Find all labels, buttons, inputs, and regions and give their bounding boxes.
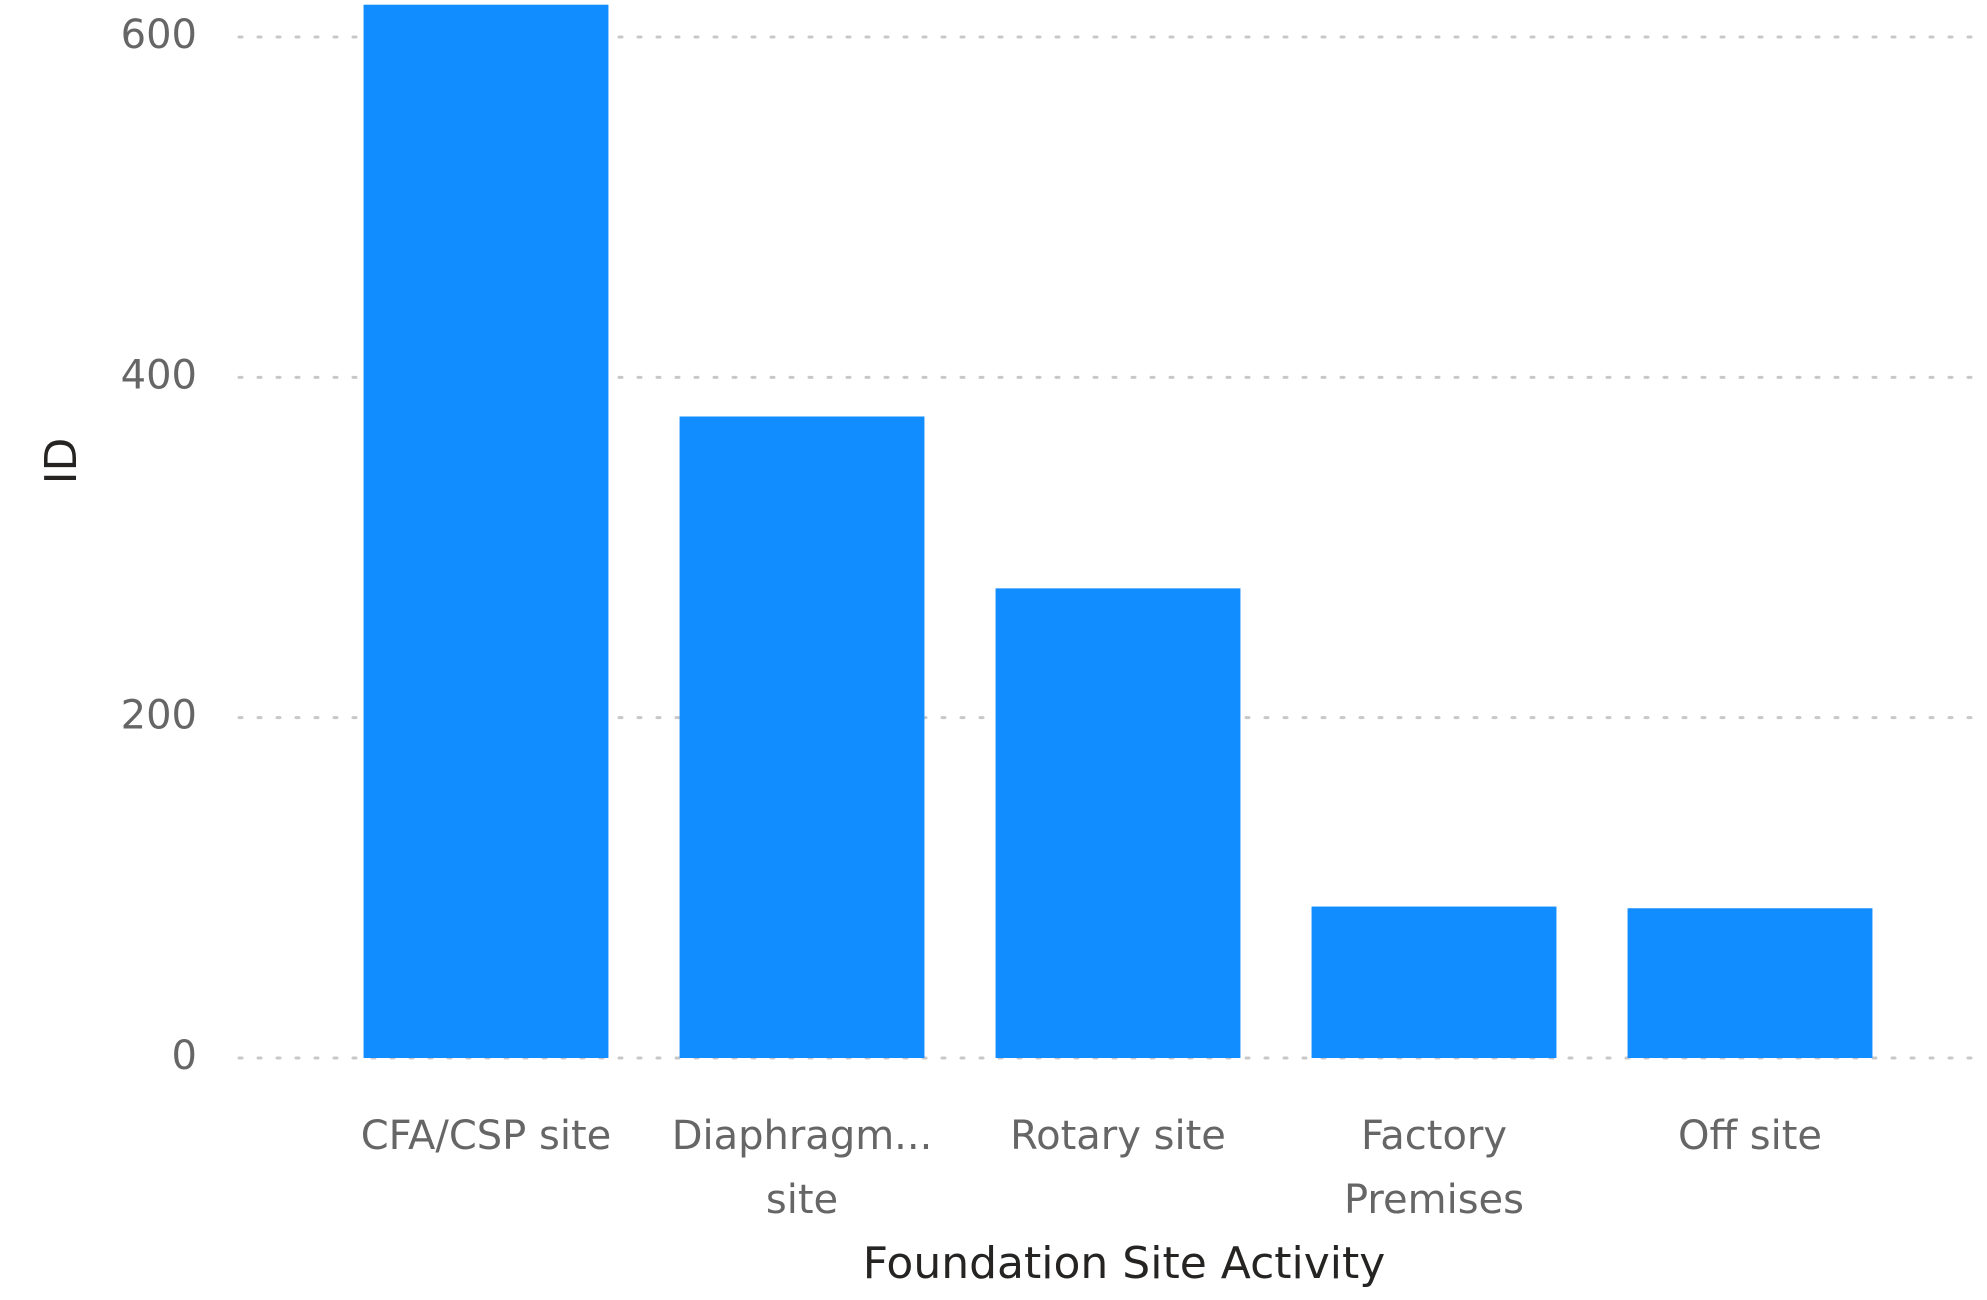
y-tick-label: 400 xyxy=(121,352,197,398)
bar xyxy=(1311,906,1557,1058)
bar xyxy=(363,4,609,1058)
bar xyxy=(1627,908,1873,1058)
y-tick-label: 0 xyxy=(172,1033,197,1079)
bar xyxy=(995,588,1241,1058)
x-tick-label: Factory Premises xyxy=(1344,1113,1524,1223)
x-tick-label: Rotary site xyxy=(1010,1113,1226,1159)
x-tick-label: Off site xyxy=(1678,1113,1822,1159)
y-tick-label: 600 xyxy=(121,12,197,58)
x-tick-label: Diaphragm... site xyxy=(672,1113,933,1223)
x-tick-label: CFA/CSP site xyxy=(361,1113,612,1159)
y-tick-label: 200 xyxy=(121,693,197,739)
x-axis-title: Foundation Site Activity xyxy=(863,1238,1386,1289)
bar xyxy=(679,416,925,1058)
y-axis-title: ID xyxy=(36,438,87,485)
